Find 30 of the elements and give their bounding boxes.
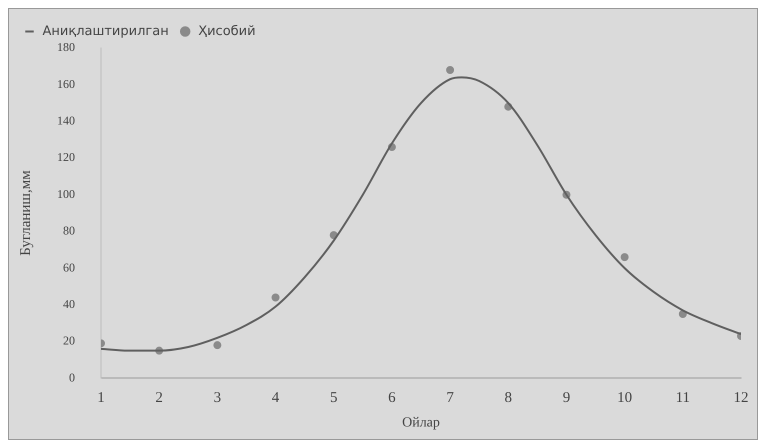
x-axis-title: Ойлар: [402, 415, 440, 430]
y-tick-label: 120: [57, 150, 75, 164]
point: [213, 341, 222, 350]
y-axis-title: Бугланиш,мм: [18, 170, 34, 256]
x-tick-label: 4: [272, 390, 280, 406]
x-tick-label: 7: [446, 390, 454, 406]
x-tick-label: 1: [97, 390, 105, 406]
x-tick-label: 9: [562, 390, 570, 406]
y-tick-label: 80: [63, 224, 75, 238]
y-tick-label: 20: [63, 334, 75, 348]
y-tick-label: 160: [57, 76, 75, 91]
x-tick-label: 11: [676, 390, 690, 406]
x-tick-label: 2: [155, 390, 163, 406]
y-tick-label: 180: [57, 40, 75, 54]
legend-label: Ҳисобий: [198, 24, 256, 39]
x-tick-label: 6: [388, 390, 396, 406]
x-tick-label: 5: [330, 390, 338, 406]
x-tick-label: 8: [504, 390, 512, 406]
y-tick-label: 60: [63, 260, 75, 274]
point: [620, 253, 629, 262]
y-tick-label: 140: [57, 114, 75, 128]
y-tick-label: 100: [57, 186, 75, 201]
legend-label: Аниқлаштирилган: [42, 24, 169, 39]
x-tick-label: 3: [214, 390, 222, 406]
x-tick-label: 12: [734, 390, 748, 406]
point: [446, 66, 454, 74]
y-tick-label: 40: [63, 296, 75, 311]
point: [272, 293, 280, 302]
x-tick-label: 10: [617, 390, 632, 406]
y-tick-label: 0: [69, 370, 75, 384]
